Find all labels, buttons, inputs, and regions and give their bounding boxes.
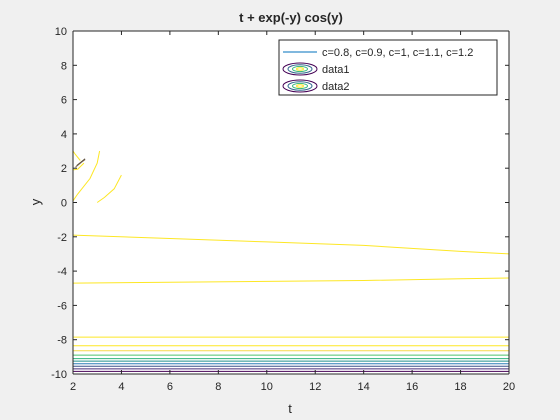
y-tick-label: 8 <box>61 60 67 72</box>
x-tick-label: 8 <box>215 381 221 393</box>
legend-label-data2: data2 <box>322 81 350 93</box>
y-ticks: -10 -8 -6 -4 -2 0 2 4 6 8 10 <box>51 26 509 381</box>
x-tick-label: 14 <box>358 381 370 393</box>
legend-contour-marker-data2 <box>282 79 318 93</box>
legend: c=0.8, c=0.9, c=1, c=1.1, c=1.2 data1 da… <box>278 39 498 96</box>
contour-line-1 <box>72 277 510 284</box>
contour-line-0 <box>72 234 510 255</box>
contour-line-12 <box>72 162 85 171</box>
x-tick-label: 12 <box>309 381 321 393</box>
legend-label-contours: c=0.8, c=0.9, c=1, c=1.1, c=1.2 <box>322 47 473 59</box>
y-tick-label: 0 <box>61 198 67 210</box>
x-tick-label: 10 <box>261 381 273 393</box>
x-axis-label: t <box>288 401 292 416</box>
series-layer <box>72 150 510 372</box>
x-ticks: 2 4 6 8 10 12 14 16 18 20 <box>70 31 515 393</box>
y-tick-label: -6 <box>57 300 67 312</box>
x-tick-label: 18 <box>454 381 466 393</box>
x-tick-label: 4 <box>118 381 124 393</box>
y-tick-label: -10 <box>51 369 67 381</box>
legend-box <box>278 39 498 96</box>
y-axis-label: y <box>28 198 43 205</box>
y-tick-label: 6 <box>61 95 67 107</box>
y-tick-label: 4 <box>61 129 67 141</box>
y-tick-label: -2 <box>57 232 67 244</box>
y-tick-label: -4 <box>57 266 67 278</box>
contour-line-14 <box>72 150 101 202</box>
x-tick-label: 16 <box>406 381 418 393</box>
y-tick-label: 10 <box>55 26 67 38</box>
contour-line-17 <box>76 158 86 166</box>
y-tick-label: -8 <box>57 335 67 347</box>
x-tick-label: 2 <box>70 381 76 393</box>
y-tick-label: 2 <box>61 163 67 175</box>
x-tick-label: 6 <box>167 381 173 393</box>
legend-contour-marker-data1 <box>282 62 318 76</box>
x-tick-label: 20 <box>503 381 515 393</box>
contour-line-15 <box>96 174 122 203</box>
contour-line-13 <box>72 150 81 161</box>
legend-label-data1: data1 <box>322 64 350 76</box>
chart-title: t + exp(-y) cos(y) <box>239 10 343 25</box>
